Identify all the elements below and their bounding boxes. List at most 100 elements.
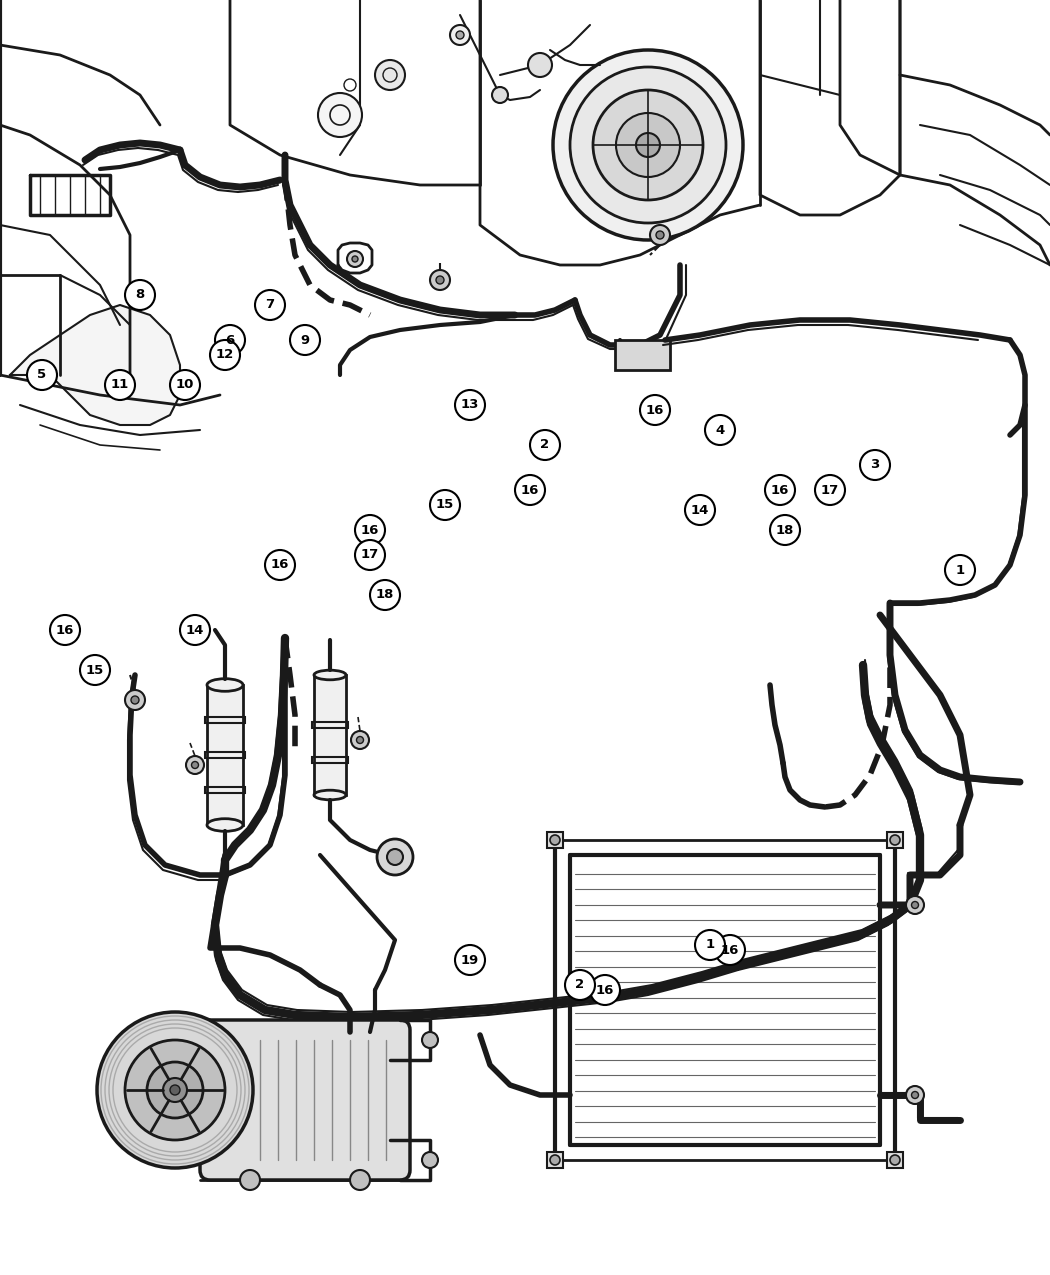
Text: 14: 14 xyxy=(691,504,709,516)
Circle shape xyxy=(422,1031,438,1048)
Circle shape xyxy=(570,68,726,223)
Circle shape xyxy=(290,325,320,354)
Text: 18: 18 xyxy=(376,589,394,602)
Circle shape xyxy=(352,256,358,261)
Circle shape xyxy=(210,340,240,370)
Text: 16: 16 xyxy=(361,524,379,537)
Circle shape xyxy=(456,31,464,40)
Text: 8: 8 xyxy=(135,288,145,301)
Ellipse shape xyxy=(314,671,346,680)
Circle shape xyxy=(715,935,746,965)
Text: 3: 3 xyxy=(870,459,880,472)
Circle shape xyxy=(80,655,110,685)
Text: 17: 17 xyxy=(361,548,379,561)
Circle shape xyxy=(656,231,664,238)
Circle shape xyxy=(191,761,198,769)
Circle shape xyxy=(455,390,485,419)
Circle shape xyxy=(357,737,363,743)
Circle shape xyxy=(430,270,450,289)
Circle shape xyxy=(97,1012,253,1168)
Circle shape xyxy=(125,690,145,710)
Circle shape xyxy=(240,1170,260,1190)
Circle shape xyxy=(318,93,362,136)
Circle shape xyxy=(125,1040,225,1140)
Circle shape xyxy=(650,224,670,245)
Circle shape xyxy=(890,835,900,845)
Text: 15: 15 xyxy=(436,499,454,511)
Text: 16: 16 xyxy=(271,558,289,571)
Text: 5: 5 xyxy=(38,368,46,381)
Bar xyxy=(205,752,245,759)
Circle shape xyxy=(436,275,444,284)
Text: 16: 16 xyxy=(771,483,790,496)
Circle shape xyxy=(911,901,919,909)
Circle shape xyxy=(860,450,890,479)
Text: 1: 1 xyxy=(956,564,965,576)
Bar xyxy=(312,722,348,728)
Circle shape xyxy=(147,1062,203,1118)
Text: 18: 18 xyxy=(776,524,794,537)
Circle shape xyxy=(163,1077,187,1102)
Bar xyxy=(547,833,563,848)
Circle shape xyxy=(815,476,845,505)
Text: 6: 6 xyxy=(226,334,234,347)
Circle shape xyxy=(350,1170,370,1190)
Circle shape xyxy=(550,1155,560,1165)
Circle shape xyxy=(685,495,715,525)
Text: 7: 7 xyxy=(266,298,274,311)
Text: 1: 1 xyxy=(706,938,715,951)
Text: 17: 17 xyxy=(821,483,839,496)
Circle shape xyxy=(616,113,680,177)
Circle shape xyxy=(186,756,204,774)
Ellipse shape xyxy=(314,790,346,799)
Circle shape xyxy=(370,580,400,609)
Circle shape xyxy=(911,1091,919,1099)
Circle shape xyxy=(906,896,924,914)
Bar xyxy=(312,757,348,762)
Circle shape xyxy=(765,476,795,505)
Text: 15: 15 xyxy=(86,663,104,677)
Circle shape xyxy=(346,251,363,266)
Circle shape xyxy=(387,849,403,864)
Bar xyxy=(205,717,245,723)
Text: 10: 10 xyxy=(175,379,194,391)
Circle shape xyxy=(355,515,385,544)
Circle shape xyxy=(180,615,210,645)
Circle shape xyxy=(105,370,135,400)
Circle shape xyxy=(514,476,545,505)
FancyBboxPatch shape xyxy=(200,1020,410,1179)
Circle shape xyxy=(255,289,285,320)
Text: 9: 9 xyxy=(300,334,310,347)
Text: 11: 11 xyxy=(111,379,129,391)
Circle shape xyxy=(565,970,595,1000)
Text: 2: 2 xyxy=(541,439,549,451)
Circle shape xyxy=(27,360,57,390)
Circle shape xyxy=(593,91,704,200)
Circle shape xyxy=(351,731,369,748)
Circle shape xyxy=(695,929,724,960)
Circle shape xyxy=(377,839,413,875)
Text: 2: 2 xyxy=(575,978,585,992)
Circle shape xyxy=(375,60,405,91)
Circle shape xyxy=(131,696,139,704)
Circle shape xyxy=(170,370,200,400)
Text: 16: 16 xyxy=(720,944,739,956)
Circle shape xyxy=(50,615,80,645)
Polygon shape xyxy=(10,305,180,425)
Circle shape xyxy=(265,550,295,580)
Circle shape xyxy=(450,26,470,45)
Text: 16: 16 xyxy=(595,983,614,997)
Circle shape xyxy=(906,1086,924,1104)
Text: 16: 16 xyxy=(56,623,75,636)
Text: 12: 12 xyxy=(216,348,234,362)
Circle shape xyxy=(553,50,743,240)
Circle shape xyxy=(125,280,155,310)
Text: 16: 16 xyxy=(646,403,665,417)
Text: 4: 4 xyxy=(715,423,724,436)
Circle shape xyxy=(705,414,735,445)
Circle shape xyxy=(355,541,385,570)
Bar xyxy=(547,1153,563,1168)
Bar xyxy=(205,787,245,793)
Text: 19: 19 xyxy=(461,954,479,966)
Circle shape xyxy=(430,490,460,520)
